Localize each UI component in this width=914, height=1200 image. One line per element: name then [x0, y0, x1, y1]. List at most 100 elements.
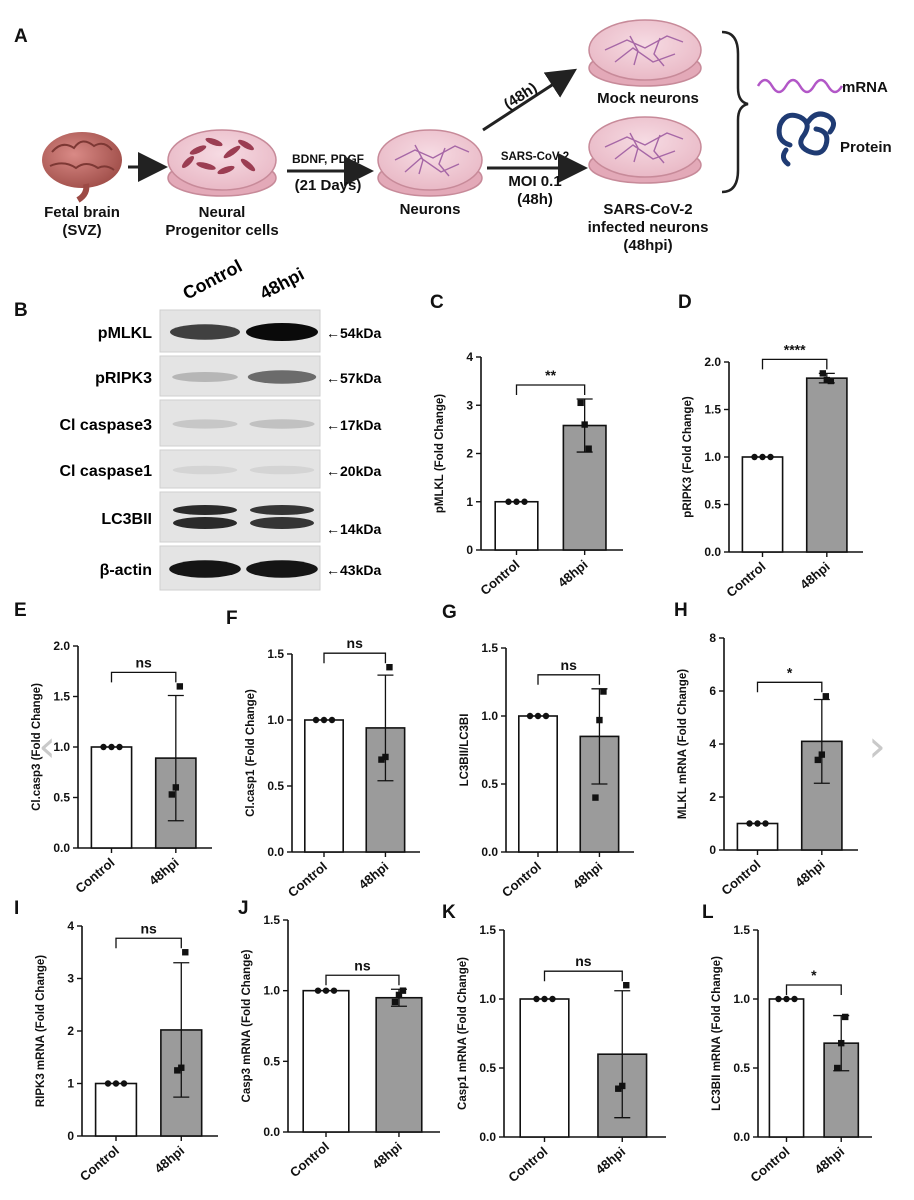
next-arrow-icon[interactable]: › [868, 720, 886, 772]
blot-band [250, 517, 314, 529]
data-point [822, 693, 830, 700]
y-tick-label: 0 [466, 543, 473, 557]
y-axis-label: pMLKL (Fold Change) [434, 394, 446, 513]
y-tick-label: 2.0 [704, 355, 721, 369]
bar-control [302, 989, 350, 1133]
y-tick-label: 2 [67, 1024, 74, 1038]
data-point [521, 498, 528, 505]
significance-label: **** [784, 341, 806, 357]
data-point [395, 991, 403, 999]
blot-band [247, 370, 317, 384]
y-tick-label: 0.5 [733, 1061, 750, 1075]
y-tick-label: 8 [709, 631, 716, 645]
blot-protein-label: LC3BII [101, 511, 152, 528]
bar-control [519, 998, 570, 1138]
y-tick-label: 3 [466, 398, 473, 412]
y-tick-label: 0.5 [704, 498, 721, 512]
bar-control [517, 715, 558, 853]
y-tick-label: 0.0 [267, 845, 284, 859]
infection-moi: MOI 0.1 [508, 173, 561, 190]
data-point [112, 1080, 120, 1087]
panel-a: A Fetal brain (SVZ) Ne [14, 19, 892, 254]
blot-band [173, 517, 237, 529]
y-tick-label: 2 [466, 447, 473, 461]
data-point [382, 753, 389, 761]
bar-chart-panel: K 0.0 0.5 1.0 1.5 Casp1 mRNA (Fold Change) Con… [442, 902, 666, 1185]
protein-label: Protein [840, 139, 892, 156]
y-tick-label: 0.0 [479, 1130, 496, 1144]
data-point [330, 987, 338, 994]
y-tick-label: 0 [67, 1129, 74, 1143]
step1-duration: (21 Days) [295, 177, 362, 194]
data-point [168, 791, 176, 798]
y-axis-label: Casp1 mRNA (Fold Change) [457, 957, 469, 1110]
data-point [577, 399, 584, 407]
data-point [842, 1013, 849, 1021]
x-category-label: Control [499, 859, 544, 900]
bar-control [741, 456, 784, 553]
y-axis-label: Casp3 mRNA (Fold Change) [241, 949, 253, 1102]
significance-bracket [537, 674, 601, 685]
y-tick-label: 4 [67, 919, 74, 933]
y-tick-label: 0.0 [704, 545, 721, 559]
y-axis-label: RIPK3 mRNA (Fold Change) [35, 955, 47, 1107]
bar-control [736, 822, 779, 851]
data-point [623, 982, 630, 989]
grouping-brace [721, 30, 749, 194]
blot-row: pMLKL ←54kDa [98, 309, 381, 353]
fetal-brain-svz-label: (SVZ) [62, 222, 101, 239]
data-point [823, 376, 831, 384]
y-tick-label: 2 [709, 790, 716, 804]
data-point [549, 995, 556, 1003]
x-category-label: 48hpi [570, 859, 606, 892]
previous-arrow-icon[interactable]: ‹ [38, 720, 56, 772]
data-point [592, 794, 599, 801]
significance-label: ns [354, 957, 371, 973]
data-point [818, 751, 826, 758]
x-category-label: Control [505, 1144, 550, 1185]
bar-chart-panel: D 0.0 0.5 1.0 1.5 2.0 pRIPK3 (Fold Change) Cont… [678, 292, 863, 600]
data-point [182, 949, 189, 956]
y-tick-label: 0.0 [481, 845, 498, 859]
y-tick-label: 1.5 [733, 923, 750, 937]
y-tick-label: 1.0 [481, 709, 498, 723]
y-tick-label: 2.0 [53, 639, 70, 653]
brain-icon [42, 132, 122, 203]
data-point [513, 498, 520, 505]
panel-letter: D [678, 292, 692, 313]
blot-mw-marker: ←14kDa [326, 521, 381, 537]
data-point [819, 370, 827, 377]
y-tick-label: 1.5 [267, 647, 284, 661]
y-axis-label: pRIPK3 (Fold Change) [682, 396, 694, 518]
panel-letter: E [14, 600, 27, 621]
blot-protein-label: pMLKL [98, 325, 152, 342]
bar-48hpi [375, 996, 423, 1133]
bar-chart-panel: J 0.0 0.5 1.0 1.5 Casp3 mRNA (Fold Change) Con… [238, 898, 440, 1180]
x-category-label: Control [285, 859, 330, 900]
data-point [386, 664, 393, 671]
data-point [746, 820, 753, 827]
neurons-dish-icon [377, 129, 483, 197]
y-tick-label: 6 [709, 684, 716, 698]
bar-control [768, 998, 805, 1138]
data-point [585, 445, 592, 452]
significance-bracket [543, 970, 623, 982]
data-point [178, 1064, 185, 1071]
data-point [541, 995, 548, 1003]
blot-band [172, 465, 238, 475]
bar-control [94, 1082, 138, 1137]
panel-letter-b: B [14, 300, 28, 321]
blot-band [172, 419, 238, 429]
blot-membrane [159, 491, 321, 543]
data-point [104, 1080, 112, 1087]
blot-protein-label: β-actin [100, 562, 152, 579]
panel-letter: C [430, 292, 444, 313]
y-tick-label: 1.0 [267, 713, 284, 727]
panel-letter: K [442, 902, 456, 923]
npc-label-2: Progenitor cells [165, 222, 278, 239]
x-category-label: 48hpi [811, 1144, 847, 1177]
y-tick-label: 1.0 [704, 450, 721, 464]
npc-dish-icon [167, 129, 277, 197]
significance-label: ** [545, 367, 556, 383]
y-tick-label: 0.5 [479, 1061, 496, 1075]
